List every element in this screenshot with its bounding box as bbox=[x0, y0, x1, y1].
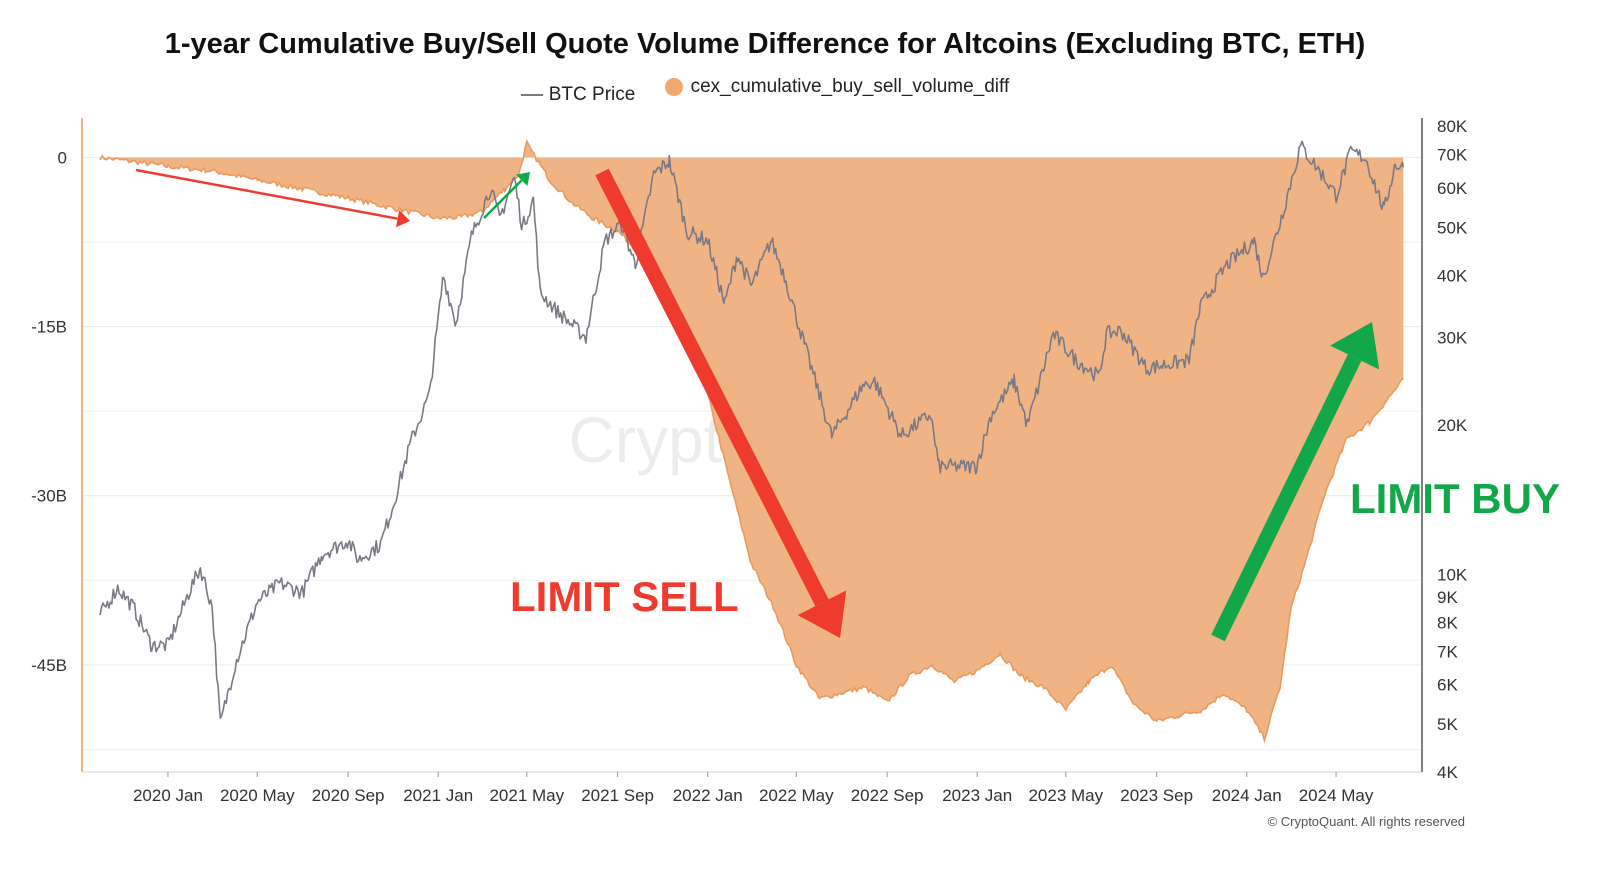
x-tick-label: 2020 May bbox=[220, 786, 295, 805]
limit-sell-arrow-head bbox=[797, 590, 847, 638]
left-tick-label: -45B bbox=[31, 656, 67, 675]
small-red-arrow-shaft bbox=[135, 168, 398, 220]
left-tick-label: -30B bbox=[31, 487, 67, 506]
copyright-text: © CryptoQuant. All rights reserved bbox=[1267, 814, 1465, 829]
right-tick-label: 80K bbox=[1437, 117, 1468, 136]
right-tick-label: 10K bbox=[1437, 565, 1468, 584]
small-green-arrow-head bbox=[516, 172, 530, 186]
x-tick-label: 2023 Sep bbox=[1120, 786, 1193, 805]
limit-buy-label: LIMIT BUY bbox=[1350, 475, 1560, 522]
area-layer bbox=[99, 139, 1404, 744]
annotations: LIMIT SELL LIMIT BUY bbox=[135, 168, 1560, 642]
x-tick-label: 2020 Sep bbox=[312, 786, 385, 805]
x-tick-label: 2023 Jan bbox=[942, 786, 1012, 805]
right-tick-label: 20K bbox=[1437, 416, 1468, 435]
right-tick-label: 60K bbox=[1437, 179, 1468, 198]
left-tick-label: 0 bbox=[58, 148, 67, 167]
right-tick-label: 8K bbox=[1437, 614, 1458, 633]
x-tick-label: 2021 May bbox=[489, 786, 564, 805]
right-axis-ticks: 80K 70K 60K 50K 40K 30K 20K 10K 9K 8K 7K 6K 5K 4K bbox=[1437, 117, 1468, 782]
x-tick-label: 2022 Jan bbox=[673, 786, 743, 805]
legend-item-btc-price[interactable]: BTC Price bbox=[520, 84, 636, 106]
x-tick-label: 2021 Sep bbox=[581, 786, 654, 805]
x-tick-label: 2020 Jan bbox=[133, 786, 203, 805]
chart-title: 1-year Cumulative Buy/Sell Quote Volume … bbox=[164, 28, 1366, 60]
btc-price-line bbox=[99, 140, 1405, 719]
limit-sell-label: LIMIT SELL bbox=[510, 573, 739, 620]
right-tick-label: 4K bbox=[1437, 763, 1458, 782]
volume-diff-area bbox=[100, 141, 1404, 741]
right-tick-label: 6K bbox=[1437, 676, 1458, 695]
legend-label-volume-diff: cex_cumulative_buy_sell_volume_diff bbox=[690, 76, 1010, 97]
x-tick-label: 2021 Jan bbox=[403, 786, 473, 805]
left-tick-label: -15B bbox=[31, 318, 67, 337]
right-tick-label: 5K bbox=[1437, 715, 1458, 734]
small-red-arrow-head bbox=[396, 210, 410, 228]
legend-line-swatch bbox=[520, 94, 543, 96]
small-green-arrow-shaft bbox=[483, 179, 523, 219]
legend: BTC Price cex_cumulative_buy_sell_volume… bbox=[0, 76, 1530, 106]
x-tick-label: 2024 Jan bbox=[1212, 786, 1282, 805]
left-axis-ticks: 0 -15B -30B -45B bbox=[31, 148, 67, 674]
x-tick-label: 2023 May bbox=[1028, 786, 1103, 805]
legend-dot-swatch bbox=[664, 78, 683, 96]
right-tick-label: 40K bbox=[1437, 266, 1468, 285]
x-tick-label: 2022 Sep bbox=[851, 786, 924, 805]
x-tick-label: 2024 May bbox=[1299, 786, 1374, 805]
x-tick-label: 2022 May bbox=[759, 786, 834, 805]
price-layer bbox=[99, 140, 1405, 719]
volume-diff-line bbox=[99, 139, 1404, 744]
legend-item-volume-diff[interactable]: cex_cumulative_buy_sell_volume_diff bbox=[664, 76, 1010, 98]
limit-buy-arrow-head bbox=[1330, 322, 1380, 370]
x-axis-ticks: 2020 Jan 2020 May 2020 Sep 2021 Jan 2021 May… bbox=[133, 772, 1374, 805]
limit-buy-arrow-shaft bbox=[1211, 354, 1362, 642]
limit-sell-arrow-shaft bbox=[595, 168, 829, 607]
right-tick-label: 70K bbox=[1437, 146, 1468, 165]
right-tick-label: 30K bbox=[1437, 328, 1468, 347]
right-tick-label: 50K bbox=[1437, 218, 1468, 237]
right-tick-label: 7K bbox=[1437, 642, 1458, 661]
legend-label-btc-price: BTC Price bbox=[548, 84, 636, 105]
axes bbox=[81, 118, 1423, 773]
right-tick-label: 9K bbox=[1437, 588, 1458, 607]
